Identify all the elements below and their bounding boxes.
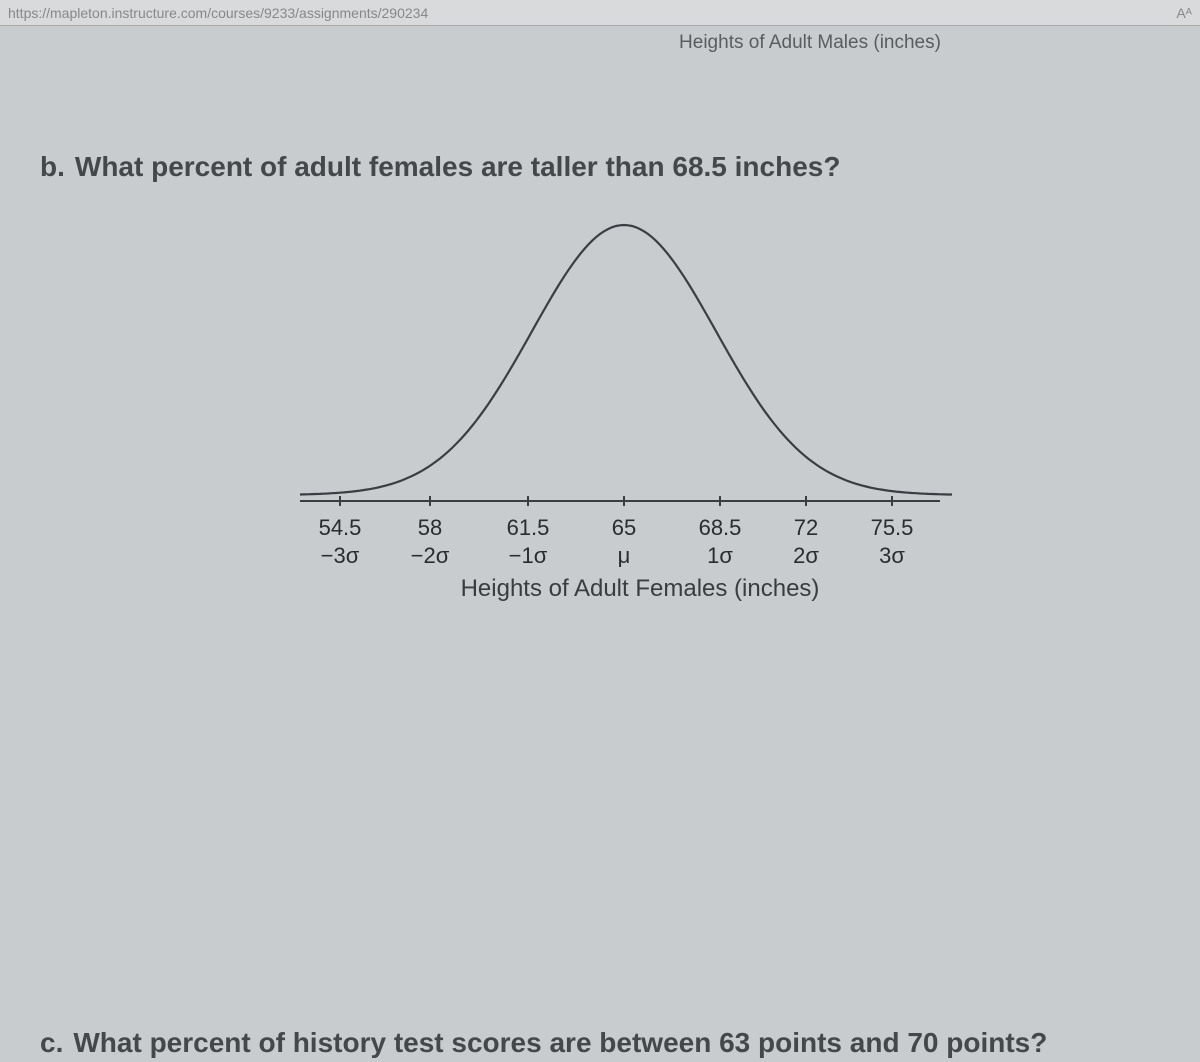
sigma-label: 1σ	[707, 543, 733, 569]
value-label: 65	[612, 515, 636, 541]
text-size-icon[interactable]: Aᴬ	[1176, 5, 1192, 21]
value-label: 58	[418, 515, 442, 541]
url-bar: https://mapleton.instructure.com/courses…	[0, 0, 1200, 26]
bell-curve-svg	[300, 215, 960, 515]
value-label: 75.5	[871, 515, 914, 541]
previous-chart-title: Heights of Adult Males (inches)	[420, 32, 1200, 54]
question-b-label: b.	[40, 151, 65, 182]
question-c-text: c. What percent of history test scores ar…	[40, 1025, 1160, 1061]
sigma-label: μ	[618, 543, 631, 569]
x-axis-title: Heights of Adult Females (inches)	[310, 575, 970, 603]
question-b-text: b. What percent of adult females are tall…	[40, 149, 1160, 185]
question-c: c. What percent of history test scores ar…	[0, 1025, 1200, 1061]
question-b-body: What percent of adult females are taller…	[75, 151, 841, 182]
sigma-label: 2σ	[793, 543, 819, 569]
value-label: 72	[794, 515, 818, 541]
sigma-label: −3σ	[321, 543, 360, 569]
sigma-label: −1σ	[509, 543, 548, 569]
question-c-body: What percent of history test scores are …	[73, 1027, 1047, 1058]
page-content: Heights of Adult Males (inches) b. What p…	[0, 32, 1200, 1062]
bell-curve-path	[300, 225, 952, 495]
sigma-label: 3σ	[879, 543, 905, 569]
url-text: https://mapleton.instructure.com/courses…	[8, 5, 428, 21]
question-b: b. What percent of adult females are tall…	[0, 149, 1200, 585]
value-label: 61.5	[507, 515, 550, 541]
value-label: 68.5	[699, 515, 742, 541]
question-c-label: c.	[40, 1027, 63, 1058]
sigma-label: −2σ	[411, 543, 450, 569]
normal-curve-chart: 54.55861.56568.57275.5 −3σ−2σ−1σμ1σ2σ3σ …	[300, 215, 960, 585]
value-label: 54.5	[319, 515, 362, 541]
